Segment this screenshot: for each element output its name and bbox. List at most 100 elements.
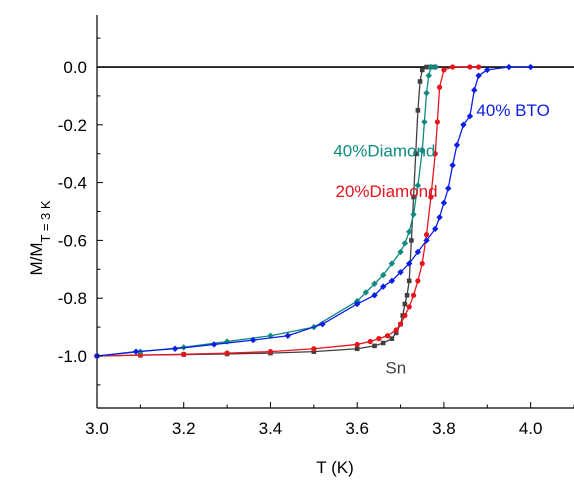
y-tick-label: 0.0 bbox=[63, 58, 87, 77]
data-point bbox=[401, 240, 409, 247]
data-point bbox=[432, 151, 438, 157]
data-point bbox=[410, 211, 417, 218]
series-line bbox=[96, 66, 479, 357]
y-tick-label: -0.6 bbox=[58, 231, 87, 250]
data-point bbox=[380, 283, 387, 290]
data-point bbox=[441, 67, 447, 73]
series-annotation: 40% BTO bbox=[476, 101, 549, 120]
x-axis-ticks: 3.0 3.2 3.4 3.6 3.8 4.0 bbox=[85, 402, 574, 438]
x-tick-label: 3.2 bbox=[172, 419, 196, 438]
data-point bbox=[311, 349, 317, 354]
series-line bbox=[96, 66, 531, 357]
data-point bbox=[210, 341, 218, 348]
data-point bbox=[527, 63, 534, 71]
data-point bbox=[466, 112, 474, 120]
y-axis-title-sub: T = 3 K bbox=[38, 200, 53, 242]
data-point bbox=[453, 141, 461, 149]
data-point bbox=[389, 336, 395, 341]
data-point bbox=[406, 228, 413, 235]
data-point bbox=[428, 194, 434, 200]
data-point bbox=[419, 260, 425, 267]
series-group bbox=[93, 63, 534, 360]
data-point bbox=[132, 348, 140, 355]
y-axis-title-main: M/M bbox=[27, 243, 46, 276]
data-point bbox=[406, 304, 412, 310]
data-point bbox=[467, 64, 473, 70]
y-axis-title: M/MT = 3 K bbox=[27, 200, 53, 275]
y-tick-label: -1.0 bbox=[58, 347, 87, 366]
series-line bbox=[96, 66, 436, 357]
data-point bbox=[181, 351, 187, 357]
data-point bbox=[393, 327, 399, 333]
data-point bbox=[460, 121, 467, 129]
x-tick-label: 3.8 bbox=[432, 419, 456, 438]
data-point bbox=[171, 345, 179, 352]
data-point bbox=[353, 300, 361, 308]
x-axis-title: T (K) bbox=[316, 458, 353, 477]
data-point bbox=[445, 185, 452, 192]
data-point bbox=[409, 238, 414, 243]
data-point bbox=[384, 333, 391, 339]
data-point bbox=[311, 346, 317, 352]
data-point bbox=[432, 63, 439, 71]
data-point bbox=[423, 237, 430, 244]
series-annotation: Sn bbox=[385, 358, 406, 377]
data-point bbox=[371, 280, 378, 287]
data-point bbox=[406, 278, 412, 284]
x-tick-label: 4.0 bbox=[519, 419, 543, 438]
annotations-group: 40%Diamond 20%Diamond 40% BTO Sn bbox=[333, 101, 549, 377]
data-point bbox=[371, 292, 378, 299]
data-point bbox=[404, 293, 410, 298]
data-point bbox=[380, 271, 387, 279]
data-point bbox=[372, 343, 377, 349]
data-point bbox=[436, 214, 443, 221]
series-annotation: 20%Diamond bbox=[336, 182, 438, 201]
data-point bbox=[449, 162, 456, 169]
data-point bbox=[402, 312, 408, 319]
data-point bbox=[415, 108, 421, 113]
data-point bbox=[436, 84, 443, 90]
data-point bbox=[362, 289, 370, 296]
data-point bbox=[417, 79, 423, 84]
data-point bbox=[449, 64, 456, 70]
data-point bbox=[440, 199, 448, 207]
data-point bbox=[475, 72, 482, 79]
data-point bbox=[267, 349, 274, 355]
y-tick-label: -0.8 bbox=[58, 289, 87, 308]
y-tick-label: -0.4 bbox=[58, 174, 87, 193]
data-point bbox=[397, 268, 404, 276]
data-point bbox=[380, 340, 386, 346]
x-tick-label: 3.4 bbox=[259, 419, 283, 438]
data-point bbox=[402, 301, 408, 307]
data-point bbox=[425, 72, 432, 79]
data-point bbox=[137, 352, 143, 358]
series-20-diamond bbox=[94, 64, 482, 359]
data-point bbox=[434, 119, 441, 125]
y-axis-ticks: 0.0 -0.2 -0.4 -0.6 -0.8 -1.0 bbox=[58, 37, 103, 386]
data-point bbox=[471, 86, 478, 94]
data-point bbox=[415, 278, 421, 284]
data-point bbox=[414, 182, 422, 189]
data-point bbox=[367, 338, 373, 345]
data-point bbox=[413, 151, 419, 157]
data-point bbox=[410, 292, 417, 298]
data-point bbox=[505, 63, 513, 71]
series-sn bbox=[94, 64, 438, 359]
data-point bbox=[354, 341, 360, 348]
y-tick-label: -0.2 bbox=[58, 116, 87, 135]
data-point bbox=[388, 277, 396, 285]
series-annotation: 40%Diamond bbox=[333, 142, 435, 161]
data-point bbox=[432, 225, 439, 233]
data-point bbox=[411, 194, 416, 200]
data-point bbox=[284, 332, 291, 339]
data-point bbox=[414, 248, 422, 256]
data-point bbox=[484, 66, 491, 74]
data-point bbox=[419, 147, 426, 155]
data-point bbox=[423, 89, 430, 97]
x-tick-label: 3.6 bbox=[345, 419, 369, 438]
data-point bbox=[393, 330, 399, 336]
data-point bbox=[319, 320, 326, 328]
data-point bbox=[423, 232, 430, 238]
series-line bbox=[96, 66, 436, 357]
